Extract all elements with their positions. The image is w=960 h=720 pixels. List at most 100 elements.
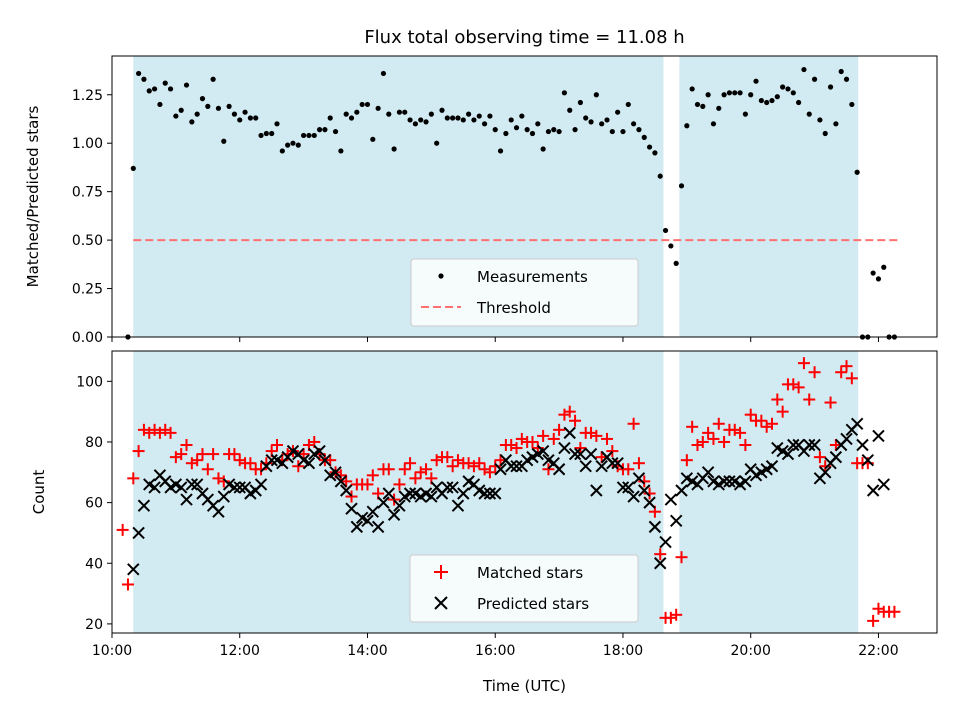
measurement-point (785, 86, 791, 92)
measurement-point (519, 113, 525, 119)
matched-star-point (420, 463, 433, 476)
predicted-star-point (659, 535, 672, 549)
matched-star-point (547, 432, 560, 445)
legend-label-predicted: Predicted stars (477, 595, 589, 613)
shade-interval-1 (679, 351, 859, 633)
measurement-point (439, 107, 445, 113)
matched-star-point (797, 357, 810, 370)
predicted-star-point (622, 481, 635, 494)
predicted-star-point (611, 456, 624, 470)
predicted-star-point (590, 484, 603, 497)
matched-star-point (734, 426, 747, 439)
matched-star-point (542, 463, 555, 476)
matched-star-point (627, 417, 640, 430)
measurement-point (881, 264, 887, 270)
measurement-point (205, 103, 211, 109)
predicted-star-point (787, 438, 800, 452)
matched-star-point (526, 435, 539, 448)
measurement-point (450, 115, 456, 121)
measurement-point (194, 111, 200, 117)
matched-star-point (553, 423, 566, 436)
measurement-point (721, 92, 727, 98)
measurement-point (354, 109, 360, 115)
matched-star-point (409, 472, 422, 485)
matched-star-point (483, 466, 496, 479)
matched-star-point (696, 435, 709, 448)
predicted-star-point (563, 426, 576, 440)
predicted-star-point (127, 563, 140, 576)
measurement-point (615, 109, 621, 115)
predicted-star-point (765, 460, 779, 473)
predicted-star-point (329, 466, 342, 479)
matched-star-point (590, 429, 603, 442)
measurement-point (167, 86, 174, 92)
measurement-point (843, 76, 850, 82)
measurement-point (545, 128, 552, 135)
measurement-point (806, 111, 812, 117)
ratio-y-tick-label: 1.25 (72, 88, 103, 104)
measurement-point (561, 90, 568, 96)
matched-star-point (686, 420, 699, 433)
measurement-point (412, 121, 418, 127)
predicted-star-point (483, 487, 497, 500)
x-tick-label: 20:00 (731, 643, 771, 659)
matched-star-point (255, 463, 268, 476)
predicted-star-point (856, 438, 869, 452)
count-y-tick-label: 40 (85, 556, 103, 572)
matched-star-point (271, 439, 283, 451)
measurement-point (311, 132, 317, 139)
matched-star-point (867, 614, 880, 627)
matched-star-point (670, 608, 683, 621)
measurement-point (466, 111, 472, 117)
measurement-point (524, 127, 530, 133)
measurement-point (764, 99, 770, 106)
measurement-point (572, 127, 578, 133)
measurement-point (279, 148, 285, 154)
legend-marker-predicted (434, 596, 448, 610)
measurement-point (157, 101, 163, 108)
chart-title: Flux total observing time = 11.08 h (364, 27, 684, 48)
matched-star-point (813, 451, 826, 464)
measurement-point (428, 111, 434, 117)
measurement-point (231, 111, 238, 117)
measurement-point (817, 117, 823, 123)
matched-star-point (569, 414, 582, 427)
matched-star-point (510, 442, 523, 455)
count-y-tick-label: 60 (85, 496, 103, 512)
predicted-star-point (808, 438, 821, 452)
measurement-point (290, 140, 296, 146)
matched-star-point (563, 405, 576, 418)
measurement-point (753, 78, 759, 84)
count-legend-box (409, 554, 639, 623)
measurement-point (460, 117, 466, 123)
count-y-tick-label: 20 (85, 617, 103, 633)
matched-star-point (845, 372, 858, 385)
measurement-point (790, 90, 796, 96)
matched-star-point (840, 360, 853, 373)
predicted-star-point (872, 429, 885, 443)
predicted-star-point (648, 520, 662, 534)
measurement-point (822, 130, 828, 137)
measurement-point (556, 128, 562, 135)
predicted-star-point (457, 487, 470, 500)
predicted-star-point (701, 466, 715, 479)
predicted-star-point (345, 502, 358, 515)
count-y-tick-label: 80 (85, 435, 103, 451)
matched-star-point (127, 472, 140, 485)
count-y-axis-label: Count (30, 470, 48, 515)
matched-star-point (776, 405, 789, 418)
matched-star-point (361, 478, 374, 491)
predicted-star-point (781, 447, 795, 461)
predicted-star-point (185, 478, 199, 491)
count-axes-frame (111, 350, 938, 634)
matched-star-point (388, 493, 401, 506)
predicted-star-point (675, 484, 688, 497)
measurement-point (604, 117, 610, 123)
predicted-star-point (638, 484, 651, 497)
predicted-star-point (387, 508, 401, 521)
measurement-point (854, 169, 860, 175)
predicted-star-point (739, 475, 752, 488)
matched-star-point (755, 414, 768, 427)
measurement-point (162, 80, 168, 86)
